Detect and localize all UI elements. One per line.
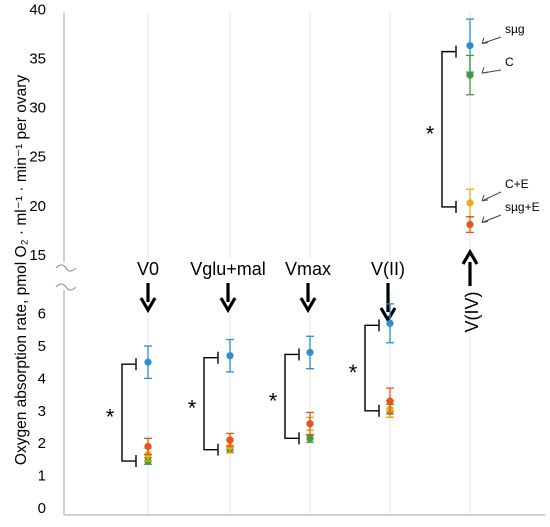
significance-star-0: * bbox=[106, 405, 115, 430]
phase-label-0: V0 bbox=[137, 259, 159, 279]
point-1-2 bbox=[306, 434, 314, 442]
annotation-label-1: C bbox=[505, 55, 514, 69]
axis-break-mark-bottom bbox=[55, 283, 77, 291]
annotation-arrowhead-3 bbox=[481, 216, 489, 224]
y-tick-lower-1: 1 bbox=[38, 468, 46, 485]
point-0-2 bbox=[306, 348, 314, 357]
point-0-1 bbox=[226, 352, 234, 360]
bracket-4 bbox=[441, 50, 456, 208]
y-tick-lower-3: 3 bbox=[38, 403, 46, 420]
point-3-3 bbox=[386, 397, 394, 405]
point-3-1 bbox=[226, 436, 234, 444]
y-tick-upper-25: 25 bbox=[29, 149, 46, 166]
phase-label-3: V(II) bbox=[371, 259, 405, 279]
phase-arrowhead-2 bbox=[299, 297, 317, 314]
axis-break-mark-top bbox=[55, 264, 77, 272]
y-tick-lower-5: 5 bbox=[38, 338, 46, 355]
annotation-label-2: C+E bbox=[505, 177, 529, 191]
annotation-arrowhead-1 bbox=[481, 66, 489, 74]
point-3-0 bbox=[144, 442, 152, 451]
significance-star-4: * bbox=[426, 121, 435, 146]
phase-arrowhead-1 bbox=[219, 297, 237, 314]
y-tick-upper-15: 15 bbox=[29, 247, 46, 264]
annotation-arrowhead-2 bbox=[481, 194, 489, 202]
annotation-leader-2 bbox=[481, 191, 502, 202]
y-axis-label: Oxygen absorption rate, pmol O₂ · ml⁻¹ ·… bbox=[13, 75, 30, 465]
y-tick-upper-40: 40 bbox=[29, 1, 46, 18]
phase-arrows: V0 Vglu+mal Vmax V(II) V(IV) bbox=[137, 248, 482, 333]
point-3-2 bbox=[306, 420, 314, 428]
y-tick-lower-2: 2 bbox=[38, 435, 46, 452]
annotation-label-3: sµg+E bbox=[505, 200, 540, 214]
point-0-3 bbox=[386, 319, 394, 327]
significance-star-2: * bbox=[269, 388, 278, 413]
phase-label-4: V(IV) bbox=[462, 291, 482, 332]
phase-arrowhead-3 bbox=[379, 307, 397, 324]
y-axis bbox=[55, 12, 545, 516]
data-points bbox=[144, 18, 474, 465]
y-tick-upper-30: 30 bbox=[29, 100, 46, 117]
phase-arrowhead-0 bbox=[139, 297, 157, 314]
phase-arrowhead-4 bbox=[461, 248, 479, 265]
point-2-4 bbox=[466, 199, 474, 207]
point-0-4 bbox=[466, 42, 474, 50]
annotation-leader-3 bbox=[481, 214, 502, 223]
point-1-4 bbox=[466, 71, 474, 79]
significance-brackets: * * * * * bbox=[106, 45, 457, 468]
y-tick-lower-4: 4 bbox=[38, 370, 46, 387]
significance-star-1: * bbox=[188, 396, 197, 421]
y-tick-upper-35: 35 bbox=[29, 50, 46, 67]
y-tick-lower-0: 0 bbox=[38, 500, 46, 517]
gridlines bbox=[147, 12, 471, 515]
point-3-4 bbox=[466, 220, 474, 229]
bracket-1 bbox=[203, 357, 218, 451]
series-annotations: sµg C C+E sµg+E bbox=[481, 22, 540, 224]
y-tick-upper-20: 20 bbox=[29, 198, 46, 215]
point-0-0 bbox=[144, 358, 152, 366]
y-tick-labels: 15 20 25 30 35 40 0 1 2 3 4 5 6 bbox=[29, 1, 46, 517]
annotation-leader-0 bbox=[481, 36, 502, 45]
significance-star-3: * bbox=[349, 360, 358, 385]
bracket-3 bbox=[364, 324, 379, 412]
phase-label-2: Vmax bbox=[285, 259, 331, 279]
bracket-2 bbox=[284, 353, 299, 440]
phase-label-1: Vglu+mal bbox=[190, 259, 266, 279]
bracket-0 bbox=[121, 363, 136, 462]
annotation-arrowhead-0 bbox=[481, 37, 489, 45]
y-tick-lower-6: 6 bbox=[38, 306, 46, 323]
annotation-label-0: sµg bbox=[505, 22, 525, 36]
